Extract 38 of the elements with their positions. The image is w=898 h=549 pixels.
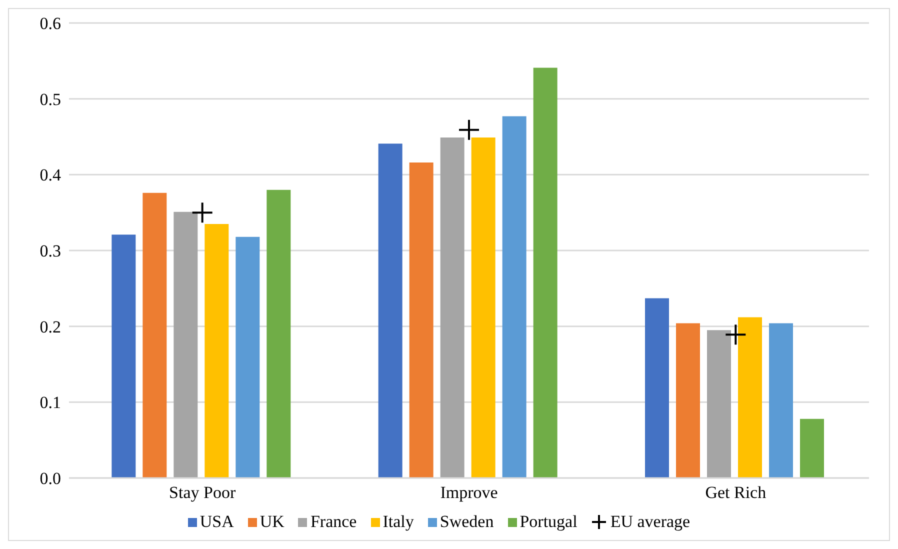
bar: [142, 192, 167, 478]
point: [459, 120, 479, 140]
bar: [174, 212, 198, 478]
bar: [769, 323, 793, 478]
bar: [645, 298, 669, 478]
bar: [502, 116, 526, 478]
legend-label: UK: [258, 512, 284, 532]
bar: [440, 138, 464, 478]
legend-label: Portugal: [518, 512, 578, 532]
bar: [236, 236, 260, 478]
bar: [266, 190, 291, 478]
x-tick-label: Stay Poor: [169, 483, 236, 502]
y-tick-label: 0.1: [40, 393, 61, 412]
legend-label: Italy: [382, 512, 414, 532]
y-tick-label: 0.3: [40, 242, 61, 261]
bar: [676, 323, 700, 478]
bar: [738, 317, 762, 478]
legend-label: USA: [198, 512, 234, 532]
bar: [409, 162, 434, 478]
bar: [800, 418, 824, 478]
bar: [378, 144, 402, 478]
y-tick-label: 0.0: [40, 469, 61, 488]
y-tick-label: 0.6: [40, 14, 61, 34]
bar: [204, 224, 229, 478]
x-tick-label: Improve: [440, 483, 498, 502]
x-tick-label: Get Rich: [705, 483, 767, 502]
bar: [533, 68, 558, 478]
legend-label: EU average: [609, 512, 690, 532]
y-tick-label: 0.2: [40, 317, 61, 336]
bar: [112, 234, 136, 478]
y-tick-label: 0.5: [40, 90, 61, 109]
bar: [707, 330, 731, 478]
point: [726, 324, 746, 345]
legend-label: Sweden: [438, 512, 494, 532]
point: [192, 202, 212, 223]
bar: [471, 138, 496, 478]
y-tick-label: 0.4: [40, 166, 62, 185]
legend-label: France: [309, 512, 357, 532]
